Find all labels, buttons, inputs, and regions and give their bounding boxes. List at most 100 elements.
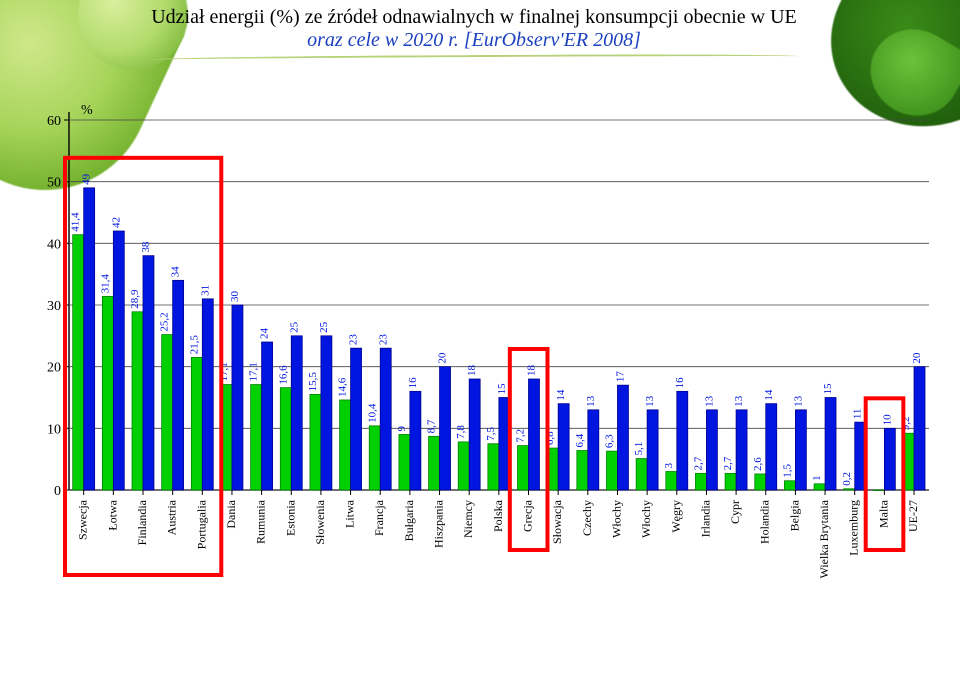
value-label-current: 14,6 (337, 377, 349, 397)
xtick-label: Łotwa (105, 499, 119, 530)
svg-text:10: 10 (47, 422, 61, 437)
value-label-current: 7,8 (455, 425, 467, 439)
bar-target (884, 428, 895, 490)
bar-current (844, 489, 855, 490)
bar-target (677, 391, 688, 490)
value-label-target: 42 (110, 217, 122, 228)
xtick-label: Finlandia (135, 499, 149, 545)
value-label-target: 10 (881, 414, 893, 426)
xtick-label: Austria (165, 499, 179, 535)
value-label-target: 30 (229, 291, 241, 303)
value-label-current: 9 (396, 426, 408, 432)
bar-target (84, 188, 95, 490)
value-label-target: 13 (644, 395, 656, 407)
bar-target (262, 342, 273, 490)
bar-current (429, 436, 440, 490)
value-label-target: 25 (318, 321, 330, 333)
bar-chart: %010203040506041,449Szwecja31,442Łotwa28… (14, 100, 944, 660)
value-label-current: 1 (811, 475, 823, 481)
value-label-current: 16,6 (277, 365, 289, 385)
value-label-target: 11 (852, 409, 864, 420)
bar-current (695, 473, 706, 490)
bar-target (202, 299, 213, 490)
value-label-current: 17,1 (248, 362, 260, 381)
bar-current (607, 451, 618, 490)
svg-text:60: 60 (47, 114, 61, 129)
bar-target (113, 231, 124, 490)
bar-current (191, 357, 202, 490)
bar-target (617, 385, 628, 490)
xtick-label: Luxemburg (847, 500, 861, 556)
value-label-target: 13 (733, 395, 745, 407)
value-label-target: 25 (288, 321, 300, 333)
svg-text:0: 0 (54, 484, 61, 499)
bar-target (706, 410, 717, 490)
value-label-current: 31,4 (99, 274, 111, 294)
xtick-label: Czechy (580, 500, 594, 536)
bar-current (340, 400, 351, 490)
xtick-label: Hiszpania (432, 499, 446, 548)
bar-current (488, 444, 499, 490)
bar-current (577, 451, 588, 490)
bar-current (73, 235, 84, 490)
title-source: [EurObserv'ER 2008] (464, 29, 641, 51)
value-label-current: 41,4 (70, 212, 82, 232)
bar-current (636, 459, 647, 490)
xtick-label: Francja (372, 499, 386, 536)
bar-target (766, 404, 777, 490)
bar-target (232, 305, 243, 490)
bar-current (755, 474, 766, 490)
xtick-label: Litwa (343, 499, 357, 528)
svg-text:40: 40 (47, 237, 61, 252)
value-label-target: 13 (585, 395, 597, 407)
bar-target (291, 336, 302, 490)
bar-target (380, 348, 391, 490)
value-label-target: 34 (170, 266, 182, 278)
value-label-current: 15,5 (307, 372, 319, 392)
xtick-label: Słowacja (550, 499, 564, 544)
bar-current (399, 435, 410, 491)
value-label-target: 16 (407, 377, 419, 389)
value-label-current: 10,4 (366, 403, 378, 423)
xtick-label: Malta (876, 499, 890, 528)
bar-target (914, 367, 925, 490)
value-label-target: 18 (526, 365, 538, 377)
bar-current (162, 335, 173, 490)
bar-current (251, 385, 262, 490)
bar-current (518, 446, 529, 490)
bar-current (873, 490, 884, 491)
xtick-label: UE-27 (906, 500, 920, 532)
value-label-target: 14 (763, 389, 775, 401)
bar-current (458, 442, 469, 490)
xtick-label: Węgry (669, 500, 683, 533)
title-line1: Udział energii (%) ze źródeł odnawialnyc… (151, 6, 797, 28)
xtick-label: Belgia (787, 499, 801, 531)
value-label-target: 23 (348, 334, 360, 346)
title-line2: oraz cele w 2020 r. (307, 29, 464, 51)
bar-current (784, 481, 795, 490)
xtick-label: Grecja (521, 499, 535, 532)
xtick-label: Niemcy (461, 500, 475, 538)
value-label-current: 6,3 (604, 434, 616, 448)
value-label-target: 23 (377, 334, 389, 346)
value-label-current: 8,7 (426, 419, 438, 433)
value-label-current: 7,2 (515, 429, 527, 443)
bar-current (369, 426, 380, 490)
xtick-label: Włochy (639, 500, 653, 538)
value-label-current: 25,2 (159, 312, 171, 331)
value-label-target: 38 (140, 241, 152, 253)
bar-current (102, 296, 113, 490)
xtick-label: Słowenia (313, 499, 327, 544)
value-label-current: 28,9 (129, 289, 141, 309)
value-label-target: 17 (615, 371, 627, 383)
bar-target (173, 280, 184, 490)
value-label-target: 24 (259, 328, 271, 340)
bar-current (725, 473, 736, 490)
bar-target (588, 410, 599, 490)
bar-target (736, 410, 747, 490)
bar-target (558, 404, 569, 490)
value-label-target: 15 (822, 383, 834, 395)
bar-target (440, 367, 451, 490)
value-label-current: 2,6 (752, 457, 764, 471)
value-label-target: 15 (496, 383, 508, 395)
